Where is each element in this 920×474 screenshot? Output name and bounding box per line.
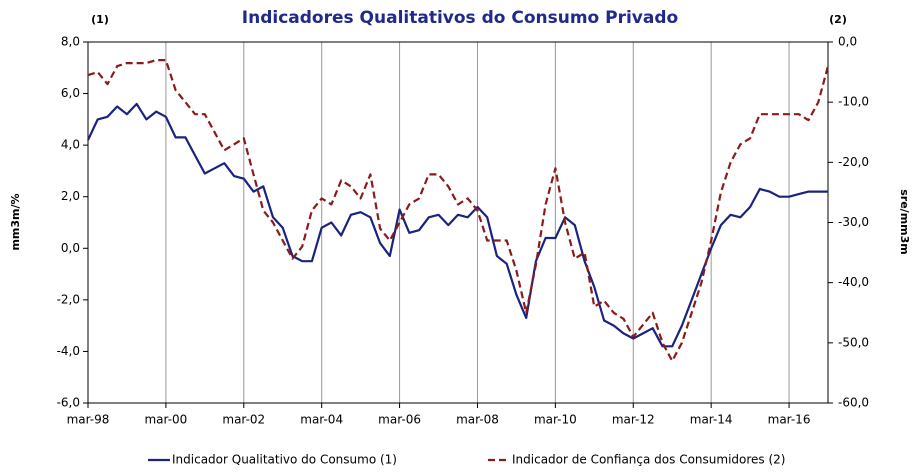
y-tick-label: -6,0 bbox=[57, 396, 80, 410]
x-tick-label: mar-10 bbox=[534, 413, 577, 427]
x-tick-label: mar-08 bbox=[456, 413, 499, 427]
y-tick-label: 2,0 bbox=[61, 189, 80, 203]
y-tick-label: 4,0 bbox=[61, 138, 80, 152]
y2-tick-label: -30,0 bbox=[838, 215, 869, 229]
x-tick-label: mar-00 bbox=[144, 413, 187, 427]
y-tick-label: 6,0 bbox=[61, 86, 80, 100]
series-line bbox=[87, 59, 830, 362]
chart-title: Indicadores Qualitativos do Consumo Priv… bbox=[242, 8, 678, 28]
y2-tick-label: -20,0 bbox=[838, 155, 869, 169]
y-tick-label: -2,0 bbox=[57, 292, 80, 306]
y2-axis-title: sre/mm3m bbox=[898, 189, 911, 255]
y2-tick-label: -10,0 bbox=[838, 95, 869, 109]
legend-label: Indicador Qualitativo do Consumo (1) bbox=[172, 453, 397, 467]
x-tick-label: mar-04 bbox=[300, 413, 343, 427]
legend-label: Indicador de Confiança dos Consumidores … bbox=[512, 453, 786, 467]
y2-tick-label: -50,0 bbox=[838, 335, 869, 349]
x-tick-label: mar-98 bbox=[67, 413, 110, 427]
y2-tick-label: -40,0 bbox=[838, 275, 869, 289]
x-tick-label: mar-12 bbox=[612, 413, 655, 427]
y-tick-label: 8,0 bbox=[61, 35, 80, 49]
y2-tick-label: 0,0 bbox=[838, 35, 857, 49]
x-tick-label: mar-02 bbox=[222, 413, 265, 427]
y-tick-label: -4,0 bbox=[57, 344, 80, 358]
series-line bbox=[87, 102, 828, 348]
y-tick-label: 0,0 bbox=[61, 241, 80, 255]
x-tick-label: mar-16 bbox=[768, 413, 811, 427]
y2-tick-label: -60,0 bbox=[838, 396, 869, 410]
y2-axis-marker: (2) bbox=[829, 13, 847, 26]
y-axis-marker: (1) bbox=[91, 13, 109, 26]
y-axis-title: mm3m/% bbox=[9, 193, 22, 250]
plot-frame bbox=[87, 41, 829, 404]
x-tick-label: mar-06 bbox=[378, 413, 421, 427]
x-tick-label: mar-14 bbox=[690, 413, 733, 427]
